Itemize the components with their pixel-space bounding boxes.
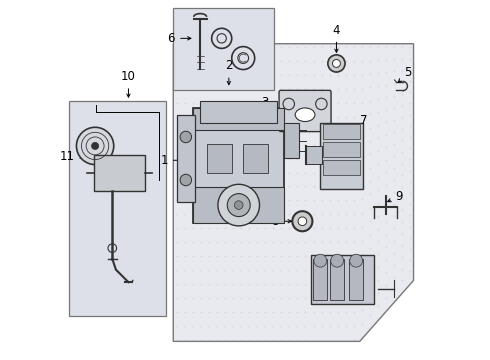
Circle shape [92, 142, 98, 149]
Polygon shape [173, 44, 414, 341]
Text: 9: 9 [388, 190, 403, 203]
Bar [306, 146, 322, 164]
Text: 10: 10 [121, 70, 136, 97]
Circle shape [350, 254, 363, 267]
Bar [330, 259, 344, 300]
Bar [320, 123, 364, 189]
Bar [207, 144, 232, 173]
Circle shape [180, 131, 192, 143]
Bar [193, 187, 285, 223]
Bar [177, 116, 195, 202]
Bar [193, 108, 285, 223]
Text: 2: 2 [225, 59, 233, 85]
Text: 3: 3 [261, 96, 275, 109]
Circle shape [331, 254, 343, 267]
Bar [193, 108, 285, 130]
Text: 5: 5 [398, 66, 412, 82]
Circle shape [328, 55, 345, 72]
Circle shape [293, 211, 313, 231]
Bar [173, 8, 274, 90]
Text: 1: 1 [160, 154, 189, 167]
Text: 4: 4 [333, 23, 340, 53]
Text: 11: 11 [60, 150, 83, 163]
FancyBboxPatch shape [279, 90, 331, 132]
Circle shape [218, 184, 260, 226]
Bar [349, 259, 364, 300]
Text: 6: 6 [168, 32, 191, 45]
Bar [69, 101, 166, 316]
Bar [243, 144, 269, 173]
Bar [323, 142, 361, 157]
Circle shape [76, 127, 114, 165]
Bar [313, 259, 327, 300]
Circle shape [234, 201, 243, 210]
Text: 7: 7 [352, 114, 368, 128]
Circle shape [180, 174, 192, 186]
Bar [323, 125, 361, 139]
Text: 8: 8 [271, 215, 292, 228]
Bar [311, 255, 374, 304]
Circle shape [314, 254, 327, 267]
Circle shape [227, 194, 250, 217]
Bar [323, 160, 361, 175]
Bar [95, 155, 145, 191]
Bar [200, 101, 277, 123]
Circle shape [298, 217, 307, 226]
Bar [285, 123, 299, 158]
Circle shape [333, 59, 341, 67]
Ellipse shape [295, 108, 315, 122]
